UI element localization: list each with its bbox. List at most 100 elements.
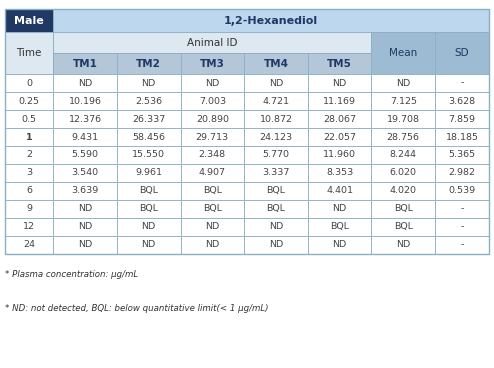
Text: 19.708: 19.708 <box>387 114 420 124</box>
Text: ND: ND <box>396 78 411 88</box>
Bar <box>5 9 53 32</box>
Text: ND: ND <box>78 78 92 88</box>
Text: ND: ND <box>396 240 411 250</box>
Bar <box>5 74 53 92</box>
Bar <box>117 200 180 218</box>
Text: SD: SD <box>455 48 469 58</box>
Bar <box>244 146 308 164</box>
Text: BQL: BQL <box>330 222 349 231</box>
Bar <box>5 182 53 200</box>
Bar <box>53 9 489 32</box>
Text: BQL: BQL <box>203 205 222 213</box>
Bar <box>371 146 435 164</box>
Text: 6.020: 6.020 <box>390 169 417 177</box>
Bar <box>308 74 371 92</box>
Bar <box>117 128 180 146</box>
Text: 11.169: 11.169 <box>323 96 356 106</box>
Bar <box>244 74 308 92</box>
Text: 2.348: 2.348 <box>199 151 226 159</box>
Bar <box>5 200 53 218</box>
Bar <box>117 146 180 164</box>
Text: 9.431: 9.431 <box>72 132 99 142</box>
Bar <box>308 92 371 110</box>
Text: 22.057: 22.057 <box>323 132 356 142</box>
Text: 9: 9 <box>26 205 32 213</box>
Bar <box>180 110 244 128</box>
Bar <box>308 218 371 236</box>
Text: ND: ND <box>142 78 156 88</box>
Text: 28.067: 28.067 <box>323 114 356 124</box>
Bar <box>244 236 308 254</box>
Text: 26.337: 26.337 <box>132 114 165 124</box>
Bar <box>180 164 244 182</box>
Bar <box>371 74 435 92</box>
Bar <box>53 218 117 236</box>
Text: -: - <box>460 78 464 88</box>
Text: BQL: BQL <box>139 205 158 213</box>
Text: * Plasma concentration: μg/mL: * Plasma concentration: μg/mL <box>5 270 138 279</box>
Bar <box>53 53 117 74</box>
Text: BQL: BQL <box>266 187 286 195</box>
Bar <box>53 92 117 110</box>
Text: 9.961: 9.961 <box>135 169 162 177</box>
Text: -: - <box>460 240 464 250</box>
Text: 24.123: 24.123 <box>259 132 292 142</box>
Text: 5.590: 5.590 <box>72 151 99 159</box>
Bar <box>117 74 180 92</box>
Bar <box>244 218 308 236</box>
Text: 4.907: 4.907 <box>199 169 226 177</box>
Text: 4.401: 4.401 <box>326 187 353 195</box>
Text: Time: Time <box>16 48 42 58</box>
Bar <box>5 164 53 182</box>
Bar <box>53 200 117 218</box>
Text: * ND: not detected, BQL: below quantitative limit(< 1 μg/mL): * ND: not detected, BQL: below quantitat… <box>5 304 268 312</box>
Text: TM2: TM2 <box>136 59 161 69</box>
Text: BQL: BQL <box>139 187 158 195</box>
Bar <box>244 182 308 200</box>
Bar <box>371 164 435 182</box>
Text: ND: ND <box>78 222 92 231</box>
Text: 1: 1 <box>26 132 33 142</box>
Bar <box>308 200 371 218</box>
Bar <box>117 236 180 254</box>
Bar <box>435 164 489 182</box>
Text: 4.020: 4.020 <box>390 187 417 195</box>
Bar <box>308 110 371 128</box>
Bar <box>435 200 489 218</box>
Text: 5.365: 5.365 <box>449 151 476 159</box>
Text: ND: ND <box>332 205 347 213</box>
Text: ND: ND <box>269 78 283 88</box>
Text: 24: 24 <box>23 240 35 250</box>
Text: TM4: TM4 <box>263 59 288 69</box>
Bar <box>371 92 435 110</box>
Bar <box>308 236 371 254</box>
Text: 7.003: 7.003 <box>199 96 226 106</box>
Bar <box>53 236 117 254</box>
Text: 10.872: 10.872 <box>259 114 292 124</box>
Bar <box>5 146 53 164</box>
Text: 3.337: 3.337 <box>262 169 289 177</box>
Text: 3.639: 3.639 <box>72 187 99 195</box>
Bar <box>180 53 244 74</box>
Text: -: - <box>460 222 464 231</box>
Bar <box>117 53 180 74</box>
Bar <box>53 146 117 164</box>
Text: ND: ND <box>205 78 219 88</box>
Text: ND: ND <box>78 240 92 250</box>
Bar <box>244 110 308 128</box>
Bar <box>53 128 117 146</box>
Bar <box>371 110 435 128</box>
Bar <box>435 236 489 254</box>
Text: 3.540: 3.540 <box>72 169 99 177</box>
Bar <box>5 92 53 110</box>
Text: ND: ND <box>142 222 156 231</box>
Bar <box>435 182 489 200</box>
Text: TM1: TM1 <box>73 59 97 69</box>
Bar <box>435 146 489 164</box>
Text: 12.376: 12.376 <box>69 114 102 124</box>
Text: ND: ND <box>142 240 156 250</box>
Text: 11.960: 11.960 <box>323 151 356 159</box>
Bar <box>53 164 117 182</box>
Bar <box>308 182 371 200</box>
Bar <box>5 32 53 74</box>
